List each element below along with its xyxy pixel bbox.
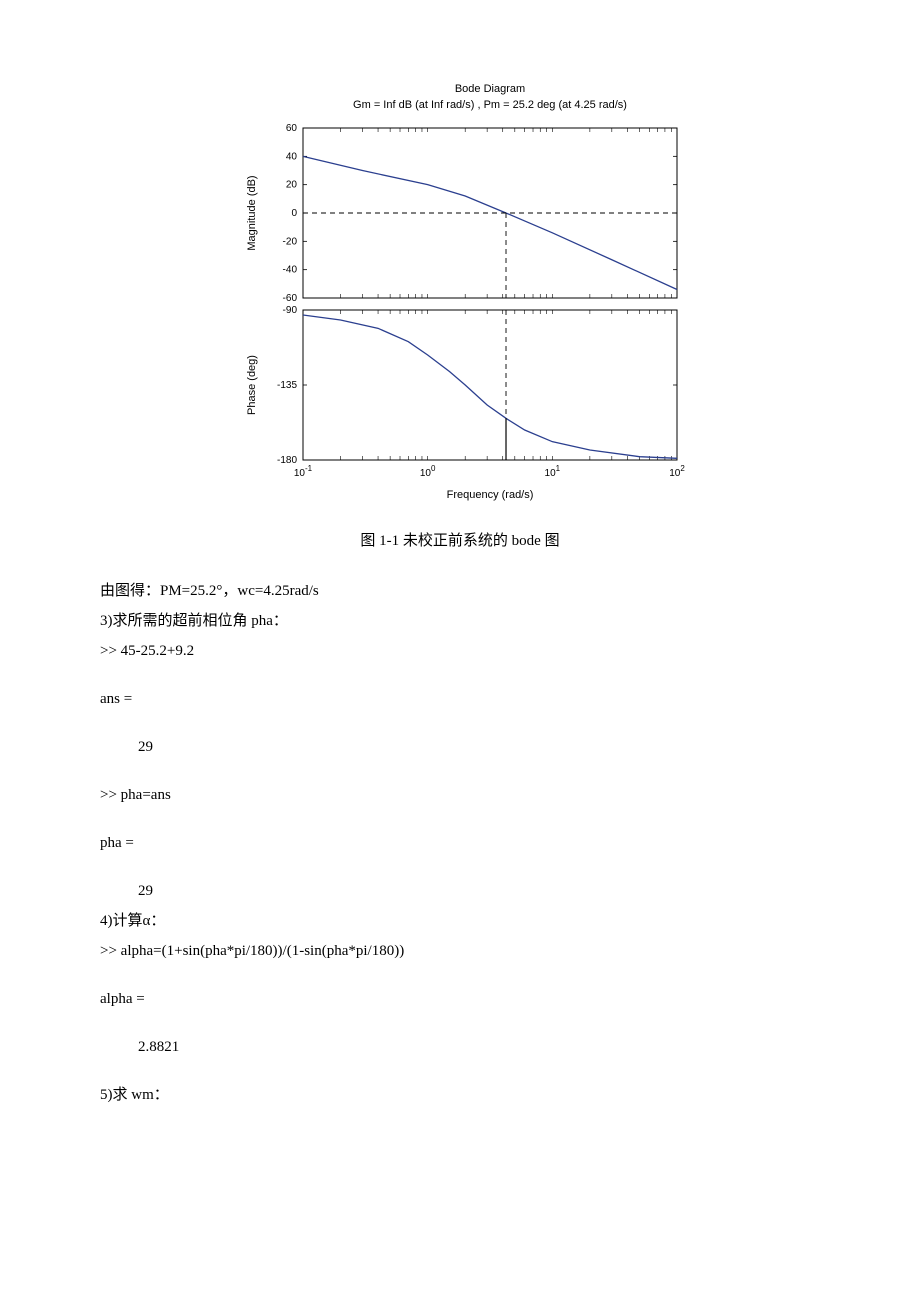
svg-text:-90: -90: [283, 305, 298, 316]
bode-chart: Bode Diagram Gm = Inf dB (at Inf rad/s) ,…: [225, 80, 695, 515]
svg-text:101: 101: [545, 464, 561, 479]
code-output: ans =: [100, 684, 820, 714]
code-line: >> alpha=(1+sin(pha*pi/180))/(1-sin(pha*…: [100, 936, 820, 966]
text-line: 由图得：PM=25.2°，wc=4.25rad/s: [100, 576, 820, 606]
svg-text:Gm = Inf dB (at Inf rad/s) ,: Gm = Inf dB (at Inf rad/s) , Pm = 25.2 d…: [353, 99, 627, 111]
code-line: >> pha=ans: [100, 780, 820, 810]
code-output: 29: [100, 732, 820, 762]
svg-text:-60: -60: [283, 293, 298, 304]
svg-text:100: 100: [420, 464, 436, 479]
svg-text:0: 0: [291, 208, 297, 219]
figure-caption: 图 1-1 未校正前系统的 bode 图: [100, 529, 820, 550]
code-output: pha =: [100, 828, 820, 858]
bode-chart-container: Bode Diagram Gm = Inf dB (at Inf rad/s) ,…: [100, 80, 820, 515]
svg-text:20: 20: [286, 180, 298, 191]
code-output: alpha =: [100, 984, 820, 1014]
svg-text:-20: -20: [283, 236, 298, 247]
svg-text:102: 102: [669, 464, 685, 479]
svg-text:-40: -40: [283, 265, 298, 276]
text-line: 3)求所需的超前相位角 pha：: [100, 606, 820, 636]
text-line: 5)求 wm：: [100, 1080, 820, 1110]
svg-text:Magnitude (dB): Magnitude (dB): [246, 175, 258, 250]
svg-text:-180: -180: [277, 455, 297, 466]
svg-text:-135: -135: [277, 380, 297, 391]
code-output: 2.8821: [100, 1032, 820, 1062]
text-line: 4)计算α：: [100, 906, 820, 936]
svg-text:10-1: 10-1: [294, 464, 313, 479]
svg-text:40: 40: [286, 151, 298, 162]
code-line: >> 45-25.2+9.2: [100, 636, 820, 666]
svg-text:Phase (deg): Phase (deg): [246, 355, 258, 415]
svg-text:60: 60: [286, 123, 298, 134]
svg-text:Bode Diagram: Bode Diagram: [455, 83, 525, 95]
code-output: 29: [100, 876, 820, 906]
svg-text:Frequency (rad/s): Frequency (rad/s): [447, 489, 534, 501]
